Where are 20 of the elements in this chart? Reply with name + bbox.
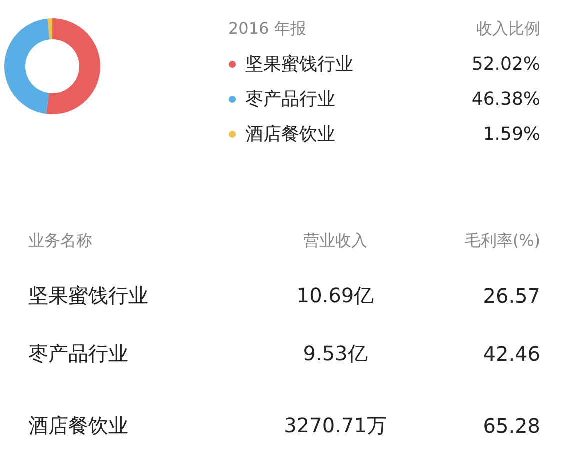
text: 9.53亿 [303, 342, 368, 366]
text: 26.57 [483, 284, 541, 308]
data-label: 46.38% [472, 89, 541, 110]
text: 42.46 [483, 342, 541, 366]
text: 坚果蜜饯行业 [28, 284, 148, 308]
text: 3270.71万 [284, 414, 387, 438]
chart-title: 2016 年报 [228, 19, 306, 38]
text: 业务名称 [28, 231, 92, 250]
data-label: 1.59% [483, 124, 541, 145]
text: 10.69亿 [296, 284, 374, 308]
data-label: 52.02% [472, 54, 541, 75]
legend-label: 坚果蜜饯行业 [246, 54, 354, 75]
text: 毛利率(%) [464, 231, 540, 250]
text: 65.28 [483, 414, 541, 438]
legend-title: 收入比例 [476, 19, 540, 38]
text: 酒店餐饮业 [28, 414, 128, 438]
text: 营业收入 [304, 231, 368, 250]
legend-label: 酒店餐饮业 [246, 124, 336, 145]
legend-label: 枣产品行业 [246, 89, 336, 110]
text: 枣产品行业 [28, 342, 128, 366]
